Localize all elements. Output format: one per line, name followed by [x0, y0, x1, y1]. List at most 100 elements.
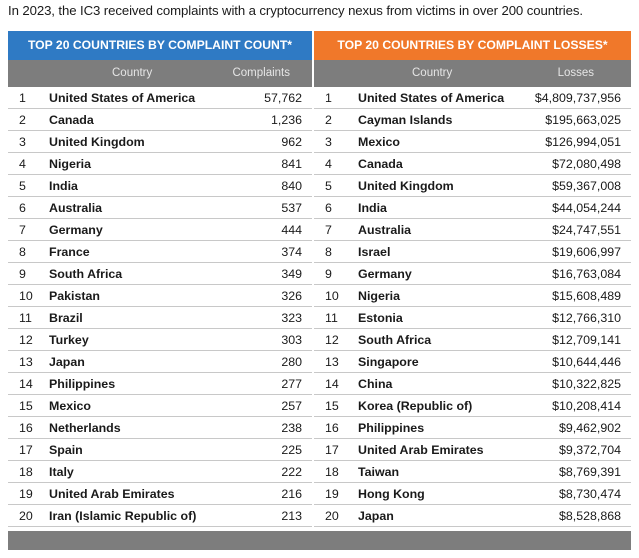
rank-cell: 2: [19, 113, 26, 127]
intro-text: In 2023, the IC3 received complaints wit…: [8, 3, 583, 18]
country-cell: India: [358, 201, 387, 215]
country-cell: Cayman Islands: [358, 113, 453, 127]
country-cell: Mexico: [49, 399, 92, 413]
value-cell: $12,766,310: [552, 311, 621, 325]
value-cell: $10,644,446: [552, 355, 621, 369]
table-row: 16 Netherlands 238: [8, 417, 312, 439]
country-cell: Nigeria: [49, 157, 92, 171]
table-row: 19 United Arab Emirates 216: [8, 483, 312, 505]
country-cell: Germany: [49, 223, 103, 237]
rank-cell: 3: [19, 135, 26, 149]
value-cell: 257: [281, 399, 302, 413]
complaint-count-rows: 1 United States of America 57,762 2 Canada 1,…: [8, 87, 312, 527]
rank-cell: 6: [325, 201, 332, 215]
value-cell: 57,762: [264, 91, 302, 105]
table-row: 15 Korea (Republic of) $10,208,414: [314, 395, 631, 417]
country-cell: Brazil: [49, 311, 83, 325]
complaint-losses-column-header: Country Losses: [314, 60, 631, 87]
table-row: 15 Mexico 257: [8, 395, 312, 417]
losses-column-label: Losses: [557, 67, 594, 79]
rank-cell: 12: [325, 333, 339, 347]
rank-cell: 1: [325, 91, 332, 105]
rank-cell: 9: [19, 267, 26, 281]
rank-cell: 14: [325, 377, 339, 391]
country-cell: Philippines: [358, 421, 425, 435]
value-cell: 444: [281, 223, 302, 237]
table-row: 4 Nigeria 841: [8, 153, 312, 175]
rank-cell: 19: [19, 487, 33, 501]
rank-cell: 9: [325, 267, 332, 281]
rank-cell: 20: [19, 509, 33, 523]
rank-cell: 5: [19, 179, 26, 193]
rank-cell: 16: [325, 421, 339, 435]
value-cell: $19,606,997: [552, 245, 621, 259]
rank-cell: 1: [19, 91, 26, 105]
country-cell: Australia: [358, 223, 412, 237]
table-row: 10 Nigeria $15,608,489: [314, 285, 631, 307]
value-cell: 280: [281, 355, 302, 369]
table-row: 2 Cayman Islands $195,663,025: [314, 109, 631, 131]
rank-cell: 3: [325, 135, 332, 149]
rank-cell: 10: [325, 289, 339, 303]
country-cell: Hong Kong: [358, 487, 425, 501]
country-cell: Canada: [49, 113, 94, 127]
country-cell: Singapore: [358, 355, 419, 369]
value-cell: $8,769,391: [558, 465, 621, 479]
table-row: 5 India 840: [8, 175, 312, 197]
table-row: 11 Brazil 323: [8, 307, 312, 329]
rank-cell: 4: [19, 157, 26, 171]
value-cell: $44,054,244: [552, 201, 621, 215]
value-cell: 374: [281, 245, 302, 259]
country-cell: Italy: [49, 465, 74, 479]
complaint-count-title: TOP 20 COUNTRIES BY COMPLAINT COUNT*: [8, 31, 312, 60]
rank-cell: 5: [325, 179, 332, 193]
rank-cell: 8: [325, 245, 332, 259]
value-cell: 349: [281, 267, 302, 281]
country-cell: United Kingdom: [358, 179, 454, 193]
rank-cell: 19: [325, 487, 339, 501]
value-cell: 213: [281, 509, 302, 523]
country-cell: Mexico: [358, 135, 401, 149]
value-cell: 225: [281, 443, 302, 457]
value-cell: $9,462,902: [558, 421, 621, 435]
table-row: 13 Singapore $10,644,446: [314, 351, 631, 373]
country-cell: Japan: [358, 509, 394, 523]
table-row: 17 United Arab Emirates $9,372,704: [314, 439, 631, 461]
value-cell: $9,372,704: [558, 443, 621, 457]
rank-cell: 7: [19, 223, 26, 237]
rank-cell: 17: [19, 443, 33, 457]
value-cell: 216: [281, 487, 302, 501]
table-row: 10 Pakistan 326: [8, 285, 312, 307]
table-row: 3 Mexico $126,994,051: [314, 131, 631, 153]
rank-cell: 4: [325, 157, 332, 171]
table-row: 3 United Kingdom 962: [8, 131, 312, 153]
rank-cell: 2: [325, 113, 332, 127]
value-cell: $10,322,825: [552, 377, 621, 391]
value-cell: 277: [281, 377, 302, 391]
value-cell: 323: [281, 311, 302, 325]
complaints-column-label: Complaints: [232, 67, 290, 79]
country-cell: Israel: [358, 245, 391, 259]
table-row: 1 United States of America $4,809,737,956: [314, 87, 631, 109]
rank-cell: 16: [19, 421, 33, 435]
country-cell: Taiwan: [358, 465, 400, 479]
value-cell: 222: [281, 465, 302, 479]
country-cell: United States of America: [358, 91, 505, 105]
table-row: 7 Australia $24,747,551: [314, 219, 631, 241]
value-cell: 841: [281, 157, 302, 171]
table-row: 2 Canada 1,236: [8, 109, 312, 131]
table-row: 19 Hong Kong $8,730,474: [314, 483, 631, 505]
table-row: 4 Canada $72,080,498: [314, 153, 631, 175]
value-cell: $12,709,141: [552, 333, 621, 347]
table-row: 12 South Africa $12,709,141: [314, 329, 631, 351]
complaint-losses-rows: 1 United States of America $4,809,737,956 2…: [314, 87, 631, 527]
country-cell: Australia: [49, 201, 103, 215]
value-cell: $4,809,737,956: [534, 91, 621, 105]
rank-cell: 6: [19, 201, 26, 215]
country-cell: Japan: [49, 355, 85, 369]
table-row: 9 South Africa 349: [8, 263, 312, 285]
rank-cell: 8: [19, 245, 26, 259]
value-cell: 303: [281, 333, 302, 347]
country-cell: United Arab Emirates: [49, 487, 175, 501]
